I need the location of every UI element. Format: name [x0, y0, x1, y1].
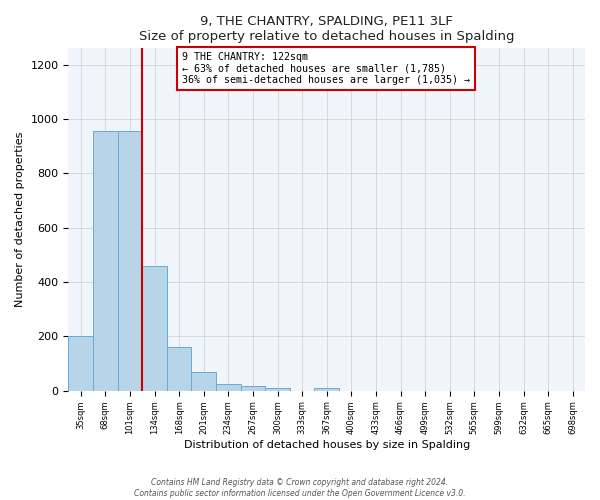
Bar: [191, 372, 216, 390]
Bar: [265, 388, 290, 390]
Y-axis label: Number of detached properties: Number of detached properties: [15, 132, 25, 307]
Bar: [93, 131, 118, 390]
Bar: [118, 131, 142, 390]
X-axis label: Distribution of detached houses by size in Spalding: Distribution of detached houses by size …: [184, 440, 470, 450]
Bar: [314, 388, 339, 390]
Bar: [167, 347, 191, 391]
Text: 9 THE CHANTRY: 122sqm
← 63% of detached houses are smaller (1,785)
36% of semi-d: 9 THE CHANTRY: 122sqm ← 63% of detached …: [182, 52, 470, 85]
Title: 9, THE CHANTRY, SPALDING, PE11 3LF
Size of property relative to detached houses : 9, THE CHANTRY, SPALDING, PE11 3LF Size …: [139, 15, 514, 43]
Bar: [142, 266, 167, 390]
Bar: [241, 386, 265, 390]
Bar: [216, 384, 241, 390]
Bar: [68, 336, 93, 390]
Text: Contains HM Land Registry data © Crown copyright and database right 2024.
Contai: Contains HM Land Registry data © Crown c…: [134, 478, 466, 498]
